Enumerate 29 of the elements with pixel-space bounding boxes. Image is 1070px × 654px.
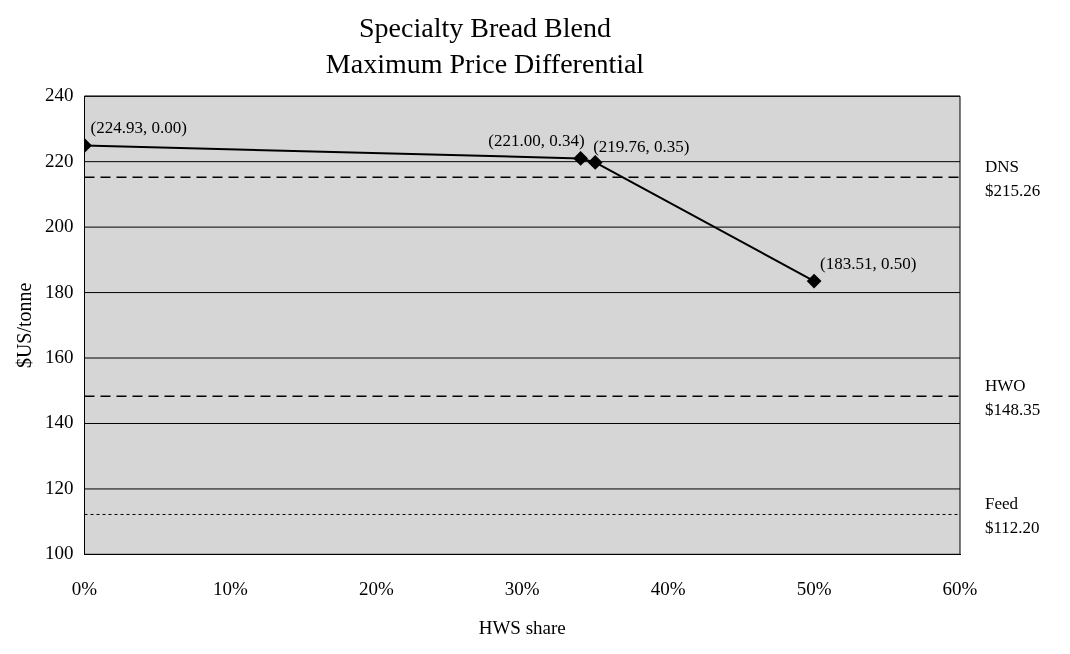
data-label: (221.00, 0.34)	[488, 131, 585, 151]
data-label: (224.93, 0.00)	[90, 118, 187, 138]
x-tick-label: 40%	[650, 577, 686, 599]
y-axis-title: $US/tonne	[13, 282, 36, 369]
point	[807, 274, 822, 289]
y-tick-label: 200	[45, 215, 74, 237]
ref-line-label: DNS $215.26	[985, 156, 1041, 200]
x-tick-label: 50%	[796, 577, 832, 599]
chart-subtitle: Maximum Price Differential	[325, 47, 645, 79]
y-tick-label: 180	[45, 280, 74, 302]
chart-title: Specialty Bread Blend	[359, 12, 611, 44]
data-label: (219.76, 0.35)	[593, 137, 690, 157]
y-tick-label: 100	[45, 542, 74, 564]
y-tick-label: 140	[45, 411, 74, 433]
x-tick-label: 0%	[71, 577, 98, 599]
x-tick-label: 60%	[942, 577, 978, 599]
y-tick-label: 240	[45, 84, 74, 106]
y-tick-label: 120	[45, 476, 74, 498]
point	[573, 151, 588, 166]
ref-line-label: Feed $112.20	[985, 493, 1040, 537]
x-axis-title: HWS share	[478, 616, 566, 638]
x-tick-label: 10%	[213, 577, 248, 599]
y-tick-label: 160	[45, 346, 74, 368]
x-tick-label: 30%	[504, 577, 540, 599]
data-label: (183.51, 0.50)	[820, 254, 917, 274]
ref-line-label: HWO $148.35	[985, 375, 1041, 419]
y-tick-label: 220	[45, 149, 74, 171]
x-tick-label: 20%	[358, 577, 394, 599]
point	[588, 155, 603, 170]
